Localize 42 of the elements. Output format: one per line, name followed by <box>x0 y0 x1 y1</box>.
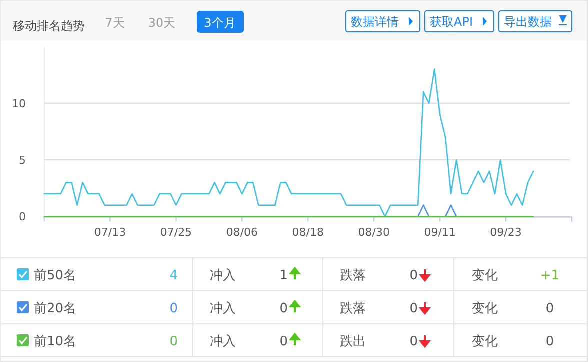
y-tick-label: 5 <box>19 154 26 168</box>
text: 4 <box>170 268 178 284</box>
text: 冲入 <box>210 334 236 350</box>
x-tick-label: 09/23 <box>490 226 522 239</box>
text: 跌出 <box>340 334 366 350</box>
text: 1 <box>280 268 288 284</box>
text: 30天 <box>148 16 176 30</box>
legend-label: 前50名 <box>34 268 77 284</box>
x-tick-label: 08/18 <box>292 226 324 239</box>
text: 数据详情 <box>351 15 399 29</box>
text: +1 <box>540 268 560 284</box>
text: 0 <box>410 268 418 284</box>
x-tick-label: 08/30 <box>358 226 390 239</box>
text: 获取API <box>430 15 473 29</box>
x-tick-label: 07/13 <box>94 226 126 239</box>
text: 0 <box>546 302 554 316</box>
text: 冲入 <box>210 268 236 284</box>
text: 0 <box>546 334 554 350</box>
legend-label: 前10名 <box>34 334 77 350</box>
text: 导出数据 <box>504 15 552 29</box>
text: 跌落 <box>340 268 366 284</box>
text: 7天 <box>105 16 125 30</box>
text: 冲入 <box>210 302 236 316</box>
text: 变化 <box>472 268 498 284</box>
y-tick-label: 0 <box>19 210 26 224</box>
line-series <box>44 68 534 218</box>
text: 3个月 <box>204 16 236 30</box>
text: 0 <box>410 334 418 350</box>
chart-title: 移动排名趋势 <box>13 19 85 33</box>
y-tick-label: 10 <box>12 97 26 110</box>
x-tick-label: 09/11 <box>424 226 456 239</box>
text: 跌落 <box>340 302 366 316</box>
text: 0 <box>280 334 288 350</box>
x-tick-label: 08/06 <box>226 226 258 239</box>
text: 0 <box>410 302 418 316</box>
text: 0 <box>170 302 178 316</box>
legend-label: 前20名 <box>34 302 77 316</box>
text: 变化 <box>472 334 498 350</box>
text: 变化 <box>472 302 498 316</box>
text: 0 <box>170 334 178 350</box>
x-tick-label: 07/25 <box>160 226 192 239</box>
text: 0 <box>280 302 288 316</box>
